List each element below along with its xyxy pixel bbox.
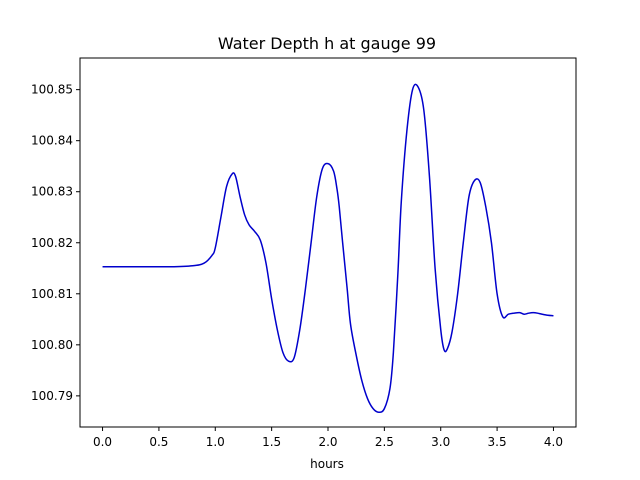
x-tick-label: 3.0 bbox=[431, 435, 450, 449]
x-tick-label: 3.5 bbox=[488, 435, 507, 449]
x-tick-label: 4.0 bbox=[544, 435, 563, 449]
y-tick-label: 100.82 bbox=[31, 236, 73, 250]
y-tick-label: 100.81 bbox=[31, 287, 73, 301]
y-tick-label: 100.85 bbox=[31, 83, 73, 97]
axis-ticks: 0.0 0.5 1.0 1.5 2.0 2.5 3.0 3.5 4.0 100.79 100.80 1… bbox=[31, 83, 563, 449]
x-tick-label: 2.0 bbox=[318, 435, 337, 449]
y-tick-label: 100.83 bbox=[31, 185, 73, 199]
x-axis-label: hours bbox=[310, 457, 344, 471]
x-tick-label: 2.5 bbox=[375, 435, 394, 449]
chart-title: Water Depth h at gauge 99 bbox=[218, 34, 436, 53]
plot-area bbox=[102, 83, 554, 413]
x-tick-label: 1.0 bbox=[206, 435, 225, 449]
y-tick-label: 100.84 bbox=[31, 134, 73, 148]
x-tick-label: 1.5 bbox=[262, 435, 281, 449]
plot-frame bbox=[79, 57, 577, 428]
x-tick-label: 0.0 bbox=[93, 435, 112, 449]
y-tick-label: 100.80 bbox=[31, 338, 73, 352]
y-tick-label: 100.79 bbox=[31, 389, 73, 403]
series-line-0 bbox=[102, 83, 554, 413]
x-tick-label: 0.5 bbox=[149, 435, 168, 449]
